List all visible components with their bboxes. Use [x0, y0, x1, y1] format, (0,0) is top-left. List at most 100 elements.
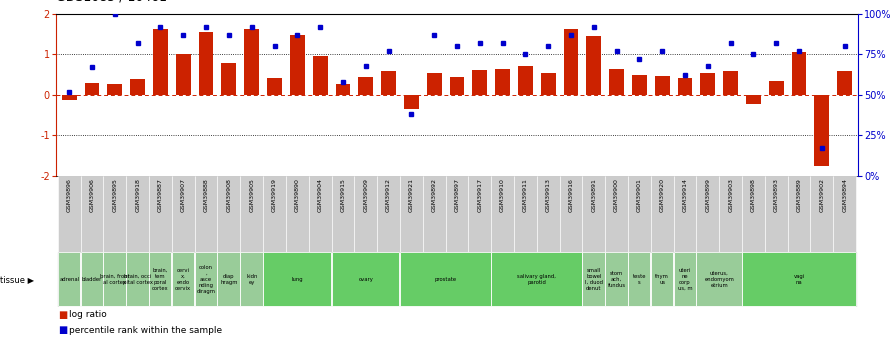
Bar: [723, 71, 738, 95]
Text: ■: ■: [58, 325, 67, 335]
Bar: [332, 253, 400, 306]
Text: GSM39903: GSM39903: [728, 178, 733, 212]
Bar: [655, 76, 669, 95]
Text: GSM39898: GSM39898: [751, 178, 756, 212]
Text: colon
,
asce
nding
diragm: colon , asce nding diragm: [196, 265, 216, 294]
Bar: [130, 79, 145, 95]
Text: brain, front
al cortex: brain, front al cortex: [100, 274, 130, 285]
Text: GSM39910: GSM39910: [500, 178, 505, 212]
Text: GSM39907: GSM39907: [181, 178, 185, 212]
Text: GSM39909: GSM39909: [363, 178, 368, 212]
Bar: [381, 71, 396, 95]
Text: GSM39897: GSM39897: [454, 178, 460, 212]
Bar: [172, 176, 194, 252]
Text: GSM39893: GSM39893: [774, 178, 779, 212]
Bar: [677, 78, 693, 95]
Text: GSM39917: GSM39917: [478, 178, 482, 212]
Bar: [582, 176, 605, 252]
Text: GSM39904: GSM39904: [317, 178, 323, 212]
Text: uteri
ne
corp
us, m: uteri ne corp us, m: [677, 268, 693, 290]
Text: stom
ach,
fundus: stom ach, fundus: [607, 271, 625, 288]
Bar: [240, 176, 263, 252]
Bar: [149, 253, 171, 306]
Bar: [290, 35, 305, 95]
Bar: [811, 176, 833, 252]
Bar: [605, 253, 627, 306]
Bar: [701, 72, 715, 95]
Text: vagi
na: vagi na: [794, 274, 805, 285]
Text: GSM39890: GSM39890: [295, 178, 300, 212]
Bar: [537, 176, 560, 252]
Text: GSM39911: GSM39911: [523, 178, 528, 212]
Bar: [650, 176, 674, 252]
Bar: [194, 176, 218, 252]
Bar: [404, 95, 418, 109]
Text: ■: ■: [58, 310, 67, 320]
Bar: [84, 83, 99, 95]
Bar: [332, 176, 354, 252]
Text: diap
hragm: diap hragm: [220, 274, 237, 285]
Text: GSM39921: GSM39921: [409, 178, 414, 212]
Bar: [400, 253, 491, 306]
Text: GSM39912: GSM39912: [386, 178, 391, 212]
Bar: [126, 253, 149, 306]
Bar: [674, 176, 696, 252]
Text: ovary: ovary: [358, 277, 373, 282]
Bar: [765, 176, 788, 252]
Text: GDS1085 / 10461: GDS1085 / 10461: [56, 0, 167, 3]
Bar: [286, 176, 309, 252]
Text: salivary gland,
parotid: salivary gland, parotid: [517, 274, 556, 285]
Text: uterus,
endomyom
etrium: uterus, endomyom etrium: [704, 271, 734, 288]
Text: GSM39892: GSM39892: [432, 178, 436, 212]
Text: GSM39891: GSM39891: [591, 178, 597, 212]
Text: tissue ▶: tissue ▶: [0, 275, 34, 284]
Bar: [58, 176, 81, 252]
Text: GSM39920: GSM39920: [659, 178, 665, 212]
Bar: [313, 56, 328, 95]
Bar: [491, 253, 582, 306]
Text: GSM39887: GSM39887: [158, 178, 163, 212]
Bar: [423, 176, 445, 252]
Bar: [586, 36, 601, 95]
Bar: [62, 95, 77, 100]
Bar: [719, 176, 742, 252]
Bar: [833, 176, 856, 252]
Bar: [514, 176, 537, 252]
Bar: [358, 77, 373, 95]
Bar: [377, 176, 400, 252]
Text: GSM39906: GSM39906: [90, 178, 95, 212]
Bar: [126, 176, 149, 252]
Bar: [400, 176, 423, 252]
Bar: [696, 176, 719, 252]
Text: teste
s: teste s: [633, 274, 646, 285]
Bar: [746, 95, 761, 104]
Bar: [245, 29, 259, 95]
Bar: [58, 253, 80, 306]
Text: GSM39918: GSM39918: [135, 178, 140, 212]
Text: brain, occi
pital cortex: brain, occi pital cortex: [123, 274, 152, 285]
Bar: [472, 70, 487, 95]
Bar: [218, 176, 240, 252]
Bar: [560, 176, 582, 252]
Text: cervi
x,
endo
cervix: cervi x, endo cervix: [176, 268, 192, 290]
Text: GSM39889: GSM39889: [797, 178, 802, 212]
Bar: [263, 176, 286, 252]
Text: GSM39894: GSM39894: [842, 178, 848, 212]
Bar: [176, 54, 191, 95]
Text: lung: lung: [291, 277, 303, 282]
Text: GSM39913: GSM39913: [546, 178, 551, 212]
Bar: [194, 253, 217, 306]
Bar: [696, 253, 742, 306]
Bar: [240, 253, 263, 306]
Bar: [267, 78, 282, 95]
Text: GSM39915: GSM39915: [340, 178, 346, 212]
Bar: [495, 69, 510, 95]
Bar: [335, 84, 350, 95]
Bar: [582, 253, 605, 306]
Text: GSM39900: GSM39900: [614, 178, 619, 212]
Bar: [518, 66, 533, 95]
Bar: [541, 72, 556, 95]
Bar: [628, 176, 650, 252]
Text: GSM39895: GSM39895: [112, 178, 117, 212]
Bar: [674, 253, 696, 306]
